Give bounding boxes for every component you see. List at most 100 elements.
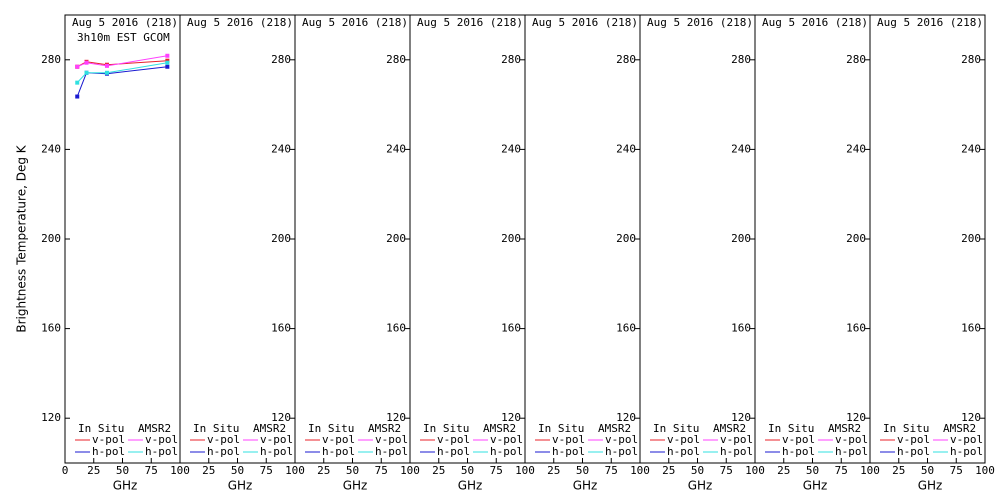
legend-label: h-pol [92, 445, 125, 458]
panel-title: Aug 5 2016 (218) [877, 16, 983, 29]
legend-title: In Situ [768, 422, 814, 435]
data-point [165, 64, 170, 69]
legend-title: AMSR2 [598, 422, 631, 435]
legend-label: h-pol [782, 445, 815, 458]
legend-label: v-pol [835, 433, 868, 446]
legend-label: v-pol [490, 433, 523, 446]
legend-label: h-pol [145, 445, 178, 458]
legend-title: AMSR2 [253, 422, 286, 435]
x-tick-label: 25 [892, 464, 905, 477]
x-axis-label: GHz [573, 479, 598, 493]
legend-label: h-pol [720, 445, 753, 458]
y-tick-label: 120 [386, 411, 406, 424]
y-tick-label: 280 [41, 53, 61, 66]
legend-label: v-pol [720, 433, 753, 446]
x-tick-label: 75 [375, 464, 388, 477]
series-line [77, 55, 168, 68]
y-tick-label: 280 [271, 53, 291, 66]
legend-title: AMSR2 [483, 422, 516, 435]
legend-label: v-pol [375, 433, 408, 446]
x-tick-label: 25 [547, 464, 560, 477]
panel-title: Aug 5 2016 (218) [302, 16, 408, 29]
y-tick-label: 160 [386, 322, 406, 335]
y-tick-label: 240 [386, 142, 406, 155]
y-axis-label: Brightness Temperature, Deg K [15, 144, 29, 332]
x-tick-label: 75 [490, 464, 503, 477]
x-tick-label: 50 [691, 464, 704, 477]
data-point [75, 64, 80, 69]
y-tick-label: 240 [271, 142, 291, 155]
y-tick-label: 120 [731, 411, 751, 424]
y-tick-label: 120 [41, 411, 61, 424]
y-tick-label: 200 [271, 232, 291, 245]
legend-label: v-pol [667, 433, 700, 446]
x-tick-label: 100 [515, 464, 535, 477]
data-point [75, 94, 80, 99]
y-tick-label: 240 [616, 142, 636, 155]
y-tick-label: 120 [271, 411, 291, 424]
legend-title: In Situ [883, 422, 929, 435]
legend-label: h-pol [605, 445, 638, 458]
legend-label: h-pol [835, 445, 868, 458]
panel-title: Aug 5 2016 (218) [417, 16, 523, 29]
series-line [76, 62, 168, 83]
x-tick-label: 75 [260, 464, 273, 477]
y-tick-label: 240 [41, 142, 61, 155]
panel-subtitle: 3h10m EST GCOM [77, 31, 170, 44]
data-point [75, 80, 80, 85]
x-tick-label: 50 [576, 464, 589, 477]
legend-label: h-pol [950, 445, 983, 458]
x-tick-label: 25 [202, 464, 215, 477]
y-tick-label: 280 [616, 53, 636, 66]
panel-title: Aug 5 2016 (218) [647, 16, 753, 29]
y-tick-label: 200 [616, 232, 636, 245]
legend-title: AMSR2 [943, 422, 976, 435]
y-tick-label: 160 [501, 322, 521, 335]
y-tick-label: 160 [731, 322, 751, 335]
x-tick-label: 75 [605, 464, 618, 477]
legend-title: In Situ [308, 422, 354, 435]
x-tick-label: 100 [860, 464, 880, 477]
y-tick-label: 240 [846, 142, 866, 155]
x-tick-label: 25 [87, 464, 100, 477]
panel-title: Aug 5 2016 (218) [187, 16, 293, 29]
x-tick-label: 0 [62, 464, 69, 477]
panel-title: Aug 5 2016 (218) [532, 16, 638, 29]
y-tick-label: 200 [386, 232, 406, 245]
legend-label: v-pol [950, 433, 983, 446]
legend-label: v-pol [897, 433, 930, 446]
x-tick-label: 100 [745, 464, 765, 477]
y-tick-label: 280 [961, 53, 981, 66]
legend-label: h-pol [437, 445, 470, 458]
x-tick-label: 75 [720, 464, 733, 477]
x-tick-label: 75 [950, 464, 963, 477]
x-axis-label: GHz [803, 479, 828, 493]
x-tick-label: 50 [231, 464, 244, 477]
legend-title: In Situ [653, 422, 699, 435]
legend-label: h-pol [897, 445, 930, 458]
y-tick-label: 200 [961, 232, 981, 245]
legend-label: v-pol [260, 433, 293, 446]
legend-label: h-pol [207, 445, 240, 458]
y-tick-label: 160 [41, 322, 61, 335]
x-tick-label: 50 [116, 464, 129, 477]
x-tick-label: 100 [285, 464, 305, 477]
y-tick-label: 160 [846, 322, 866, 335]
x-tick-label: 25 [317, 464, 330, 477]
legend-title: In Situ [78, 422, 124, 435]
x-tick-label: 100 [170, 464, 190, 477]
legend-label: h-pol [375, 445, 408, 458]
x-tick-label: 50 [346, 464, 359, 477]
data-point [104, 70, 109, 75]
x-tick-label: 25 [432, 464, 445, 477]
y-tick-label: 280 [501, 53, 521, 66]
y-tick-label: 200 [501, 232, 521, 245]
panel-title: Aug 5 2016 (218) [762, 16, 868, 29]
y-tick-label: 240 [731, 142, 751, 155]
legend-title: AMSR2 [368, 422, 401, 435]
legend-label: v-pol [605, 433, 638, 446]
data-point [165, 60, 170, 65]
panel-frame [64, 14, 181, 464]
data-point [104, 63, 109, 68]
y-tick-label: 280 [846, 53, 866, 66]
